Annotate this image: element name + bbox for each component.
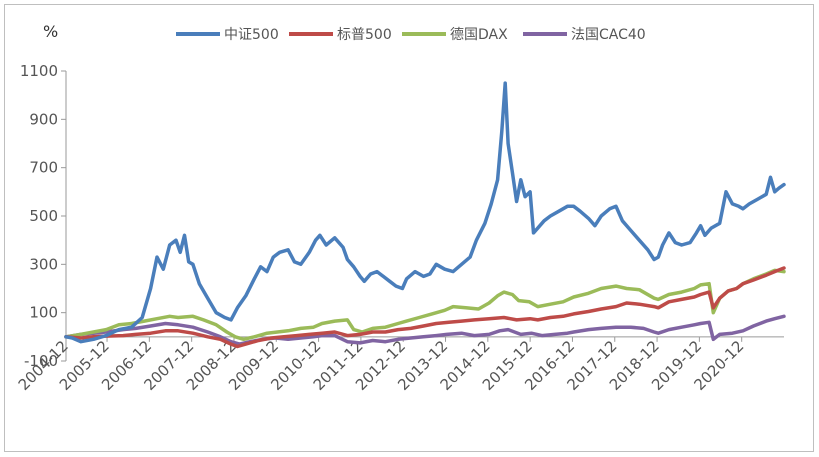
y-tick-label: 1100 [20,62,58,80]
x-axis: 2004-122005-122006-122007-122008-122009-… [15,336,784,394]
y-tick-label: 300 [29,255,58,273]
y-axis: -100 100 300 500 700 900 1100 [20,62,67,370]
legend-label: 法国CAC40 [571,27,646,43]
legend: 中证500 标普500 德国DAX 法国CAC40 [176,27,646,43]
series-lines [64,81,786,349]
y-tick-label: -100 [24,352,58,370]
series-line-3 [64,314,786,346]
y-tick-label: 900 [29,110,58,128]
legend-label: 中证500 [224,27,279,43]
y-axis-unit: % [43,22,58,41]
y-tick-label: 700 [29,159,58,177]
legend-label: 标普500 [337,27,392,43]
legend-label: 德国DAX [450,27,508,43]
series-line-1 [64,266,786,349]
series-line-0 [64,81,786,344]
chart-frame [4,4,814,452]
series-line-2 [64,268,786,342]
y-tick-label: 100 [29,304,58,322]
y-tick-label: 500 [29,207,58,225]
